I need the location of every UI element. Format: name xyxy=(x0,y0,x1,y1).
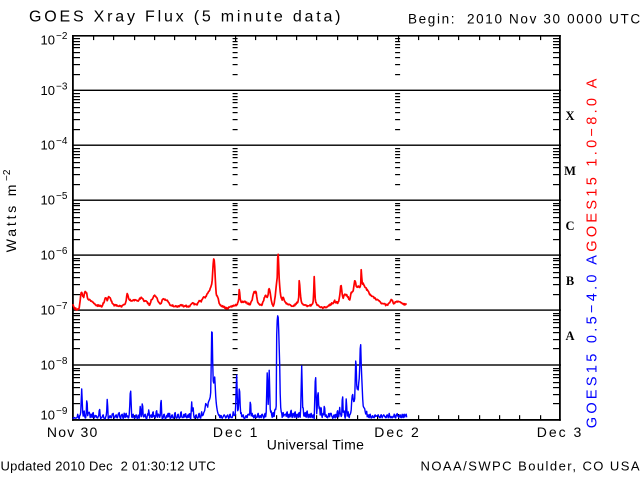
svg-text:Begin: 2010 Nov 30 0000 UTC: Begin: 2010 Nov 30 0000 UTC xyxy=(408,12,640,27)
svg-text:−3: −3 xyxy=(56,81,68,92)
svg-text:−8: −8 xyxy=(56,356,68,367)
svg-text:−5: −5 xyxy=(56,191,68,202)
svg-text:−2: −2 xyxy=(56,31,68,42)
svg-text:Watts m: Watts m xyxy=(3,182,19,252)
svg-text:NOAA/SWPC Boulder, CO USA: NOAA/SWPC Boulder, CO USA xyxy=(421,459,640,474)
svg-text:10: 10 xyxy=(41,358,55,373)
svg-text:A: A xyxy=(565,329,574,343)
svg-text:Dec 1: Dec 1 xyxy=(213,424,260,440)
svg-text:−4: −4 xyxy=(56,136,68,147)
svg-text:Universal Time: Universal Time xyxy=(267,437,364,453)
svg-text:M: M xyxy=(564,164,576,178)
svg-text:B: B xyxy=(566,274,574,288)
svg-text:10: 10 xyxy=(41,408,55,423)
svg-text:−7: −7 xyxy=(56,301,68,312)
svg-text:Nov 30: Nov 30 xyxy=(47,424,99,440)
svg-text:Dec 2: Dec 2 xyxy=(374,424,421,440)
svg-text:10: 10 xyxy=(41,83,55,98)
svg-text:10: 10 xyxy=(41,248,55,263)
svg-text:10: 10 xyxy=(41,138,55,153)
svg-text:10: 10 xyxy=(41,193,55,208)
svg-text:−6: −6 xyxy=(56,246,68,257)
svg-text:C: C xyxy=(565,219,574,233)
svg-text:X: X xyxy=(565,109,574,123)
svg-text:Dec 3: Dec 3 xyxy=(537,424,584,440)
svg-text:GOES Xray Flux (5 minute data): GOES Xray Flux (5 minute data) xyxy=(29,9,343,26)
svg-text:GOES15 1.0−8.0 A: GOES15 1.0−8.0 A xyxy=(585,75,601,252)
svg-text:GOES15 0.5−4.0 A: GOES15 0.5−4.0 A xyxy=(585,252,601,429)
svg-text:10: 10 xyxy=(41,303,55,318)
svg-text:−9: −9 xyxy=(56,406,68,417)
svg-text:−2: −2 xyxy=(2,169,13,181)
svg-text:10: 10 xyxy=(41,32,55,47)
svg-text:Updated 2010 Dec 2 01:30:12 U: Updated 2010 Dec 2 01:30:12 UTC xyxy=(1,459,216,474)
